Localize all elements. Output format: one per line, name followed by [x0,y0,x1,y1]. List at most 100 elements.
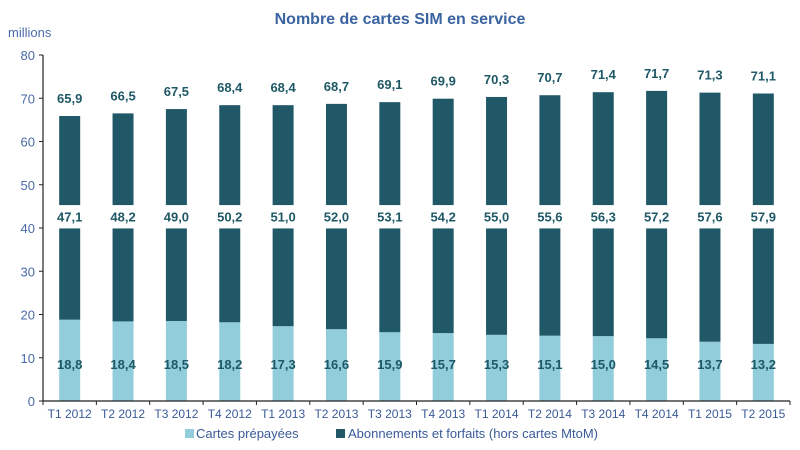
total-data-label: 69,9 [431,74,456,89]
total-data-label: 69,1 [377,77,402,92]
bar-subscriptions-upper [219,105,241,206]
x-tick-label: T1 2012 [48,407,92,421]
subscriptions-data-label: 54,2 [431,209,456,224]
x-tick-label: T3 2012 [154,407,198,421]
x-tick-label: T2 2014 [528,407,572,421]
subscriptions-data-label: 51,0 [270,209,295,224]
total-data-label: 65,9 [57,91,82,106]
bar-subscriptions-upper [379,102,401,206]
legend-label-subscriptions: Abonnements et forfaits (hors cartes Mto… [348,426,598,441]
bar-subscriptions-lower [379,228,401,333]
bar-subscriptions-upper [165,109,187,206]
total-data-label: 70,7 [537,70,562,85]
x-tick-label: T2 2015 [741,407,785,421]
bar-subscriptions-lower [486,228,508,335]
bar-subscriptions-lower [272,228,294,327]
x-tick-label: T3 2014 [581,407,625,421]
y-axis-unit-label: millions [8,25,52,40]
bar-subscriptions-upper [325,103,347,206]
legend-label-prepaid: Cartes prépayées [196,426,299,441]
x-tick-label: T4 2012 [208,407,252,421]
bar-prepaid [325,329,347,401]
subscriptions-data-label: 48,2 [110,209,135,224]
prepaid-data-label: 18,2 [217,357,242,372]
x-tick-label: T2 2013 [314,407,358,421]
bar-subscriptions-lower [325,228,347,330]
bar-subscriptions-lower [219,228,241,323]
x-tick-label: T2 2012 [101,407,145,421]
bar-subscriptions-upper [646,90,668,206]
bar-prepaid [432,333,454,401]
x-tick-label: T1 2013 [261,407,305,421]
bar-subscriptions-upper [272,105,294,206]
bar-subscriptions-upper [539,95,561,206]
total-data-label: 68,4 [270,80,296,95]
legend-swatch-subscriptions [336,429,345,438]
prepaid-data-label: 13,7 [697,357,722,372]
bar-subscriptions-lower [592,228,614,337]
prepaid-data-label: 15,9 [377,357,402,372]
bar-subscriptions-upper [592,92,614,206]
bar-subscriptions-upper [699,92,721,206]
bar-prepaid [165,320,187,401]
bar-prepaid [219,322,241,401]
legend: Cartes prépayées Abonnements et forfaits… [185,426,598,441]
prepaid-data-label: 18,4 [110,357,136,372]
subscriptions-data-label: 49,0 [164,209,189,224]
x-tick-label: T4 2013 [421,407,465,421]
y-tick-label: 50 [21,178,35,193]
bar-subscriptions-lower [432,228,454,334]
prepaid-data-label: 18,8 [57,357,82,372]
y-tick-label: 0 [28,394,35,409]
total-data-label: 70,3 [484,72,509,87]
bar-prepaid [379,332,401,401]
total-data-label: 67,5 [164,84,189,99]
bar-subscriptions-upper [59,115,81,206]
prepaid-data-label: 18,5 [164,357,189,372]
subscriptions-data-label: 57,9 [751,209,776,224]
total-data-label: 66,5 [110,88,135,103]
subscriptions-data-label: 57,2 [644,209,669,224]
bar-subscriptions-upper [486,96,508,206]
bar-prepaid [592,336,614,401]
subscriptions-data-label: 52,0 [324,209,349,224]
x-tick-label: T1 2015 [688,407,732,421]
y-tick-label: 30 [21,264,35,279]
subscriptions-data-label: 56,3 [591,209,616,224]
bar-prepaid [272,326,294,401]
total-data-label: 71,4 [591,67,617,82]
bar-subscriptions-upper [752,93,774,206]
prepaid-data-label: 13,2 [751,357,776,372]
prepaid-data-label: 15,1 [537,357,562,372]
bar-prepaid [59,319,81,401]
x-tick-label: T4 2014 [635,407,679,421]
prepaid-data-label: 15,7 [431,357,456,372]
subscriptions-data-label: 53,1 [377,209,402,224]
bar-subscriptions-lower [59,228,81,320]
chart-title: Nombre de cartes SIM en service [275,11,526,28]
bar-subscriptions-lower [752,228,774,344]
bar-prepaid [752,343,774,401]
bar-prepaid [539,335,561,401]
bar-subscriptions-upper [432,98,454,206]
legend-swatch-prepaid [185,429,194,438]
bar-subscriptions-lower [646,228,668,339]
prepaid-data-label: 15,0 [591,357,616,372]
total-data-label: 71,1 [751,68,776,83]
prepaid-data-label: 17,3 [270,357,295,372]
total-data-label: 71,3 [697,68,722,83]
bar-prepaid [112,321,134,401]
subscriptions-data-label: 57,6 [697,209,722,224]
y-tick-label: 60 [21,135,35,150]
subscriptions-data-label: 47,1 [57,209,82,224]
x-tick-label: T3 2013 [368,407,412,421]
total-data-label: 68,4 [217,80,243,95]
x-tick-label: T1 2014 [475,407,519,421]
total-data-label: 71,7 [644,66,669,81]
subscriptions-data-label: 50,2 [217,209,242,224]
y-tick-label: 40 [21,221,35,236]
bar-prepaid [486,334,508,401]
prepaid-data-label: 15,3 [484,357,509,372]
bar-subscriptions-upper [112,113,134,206]
